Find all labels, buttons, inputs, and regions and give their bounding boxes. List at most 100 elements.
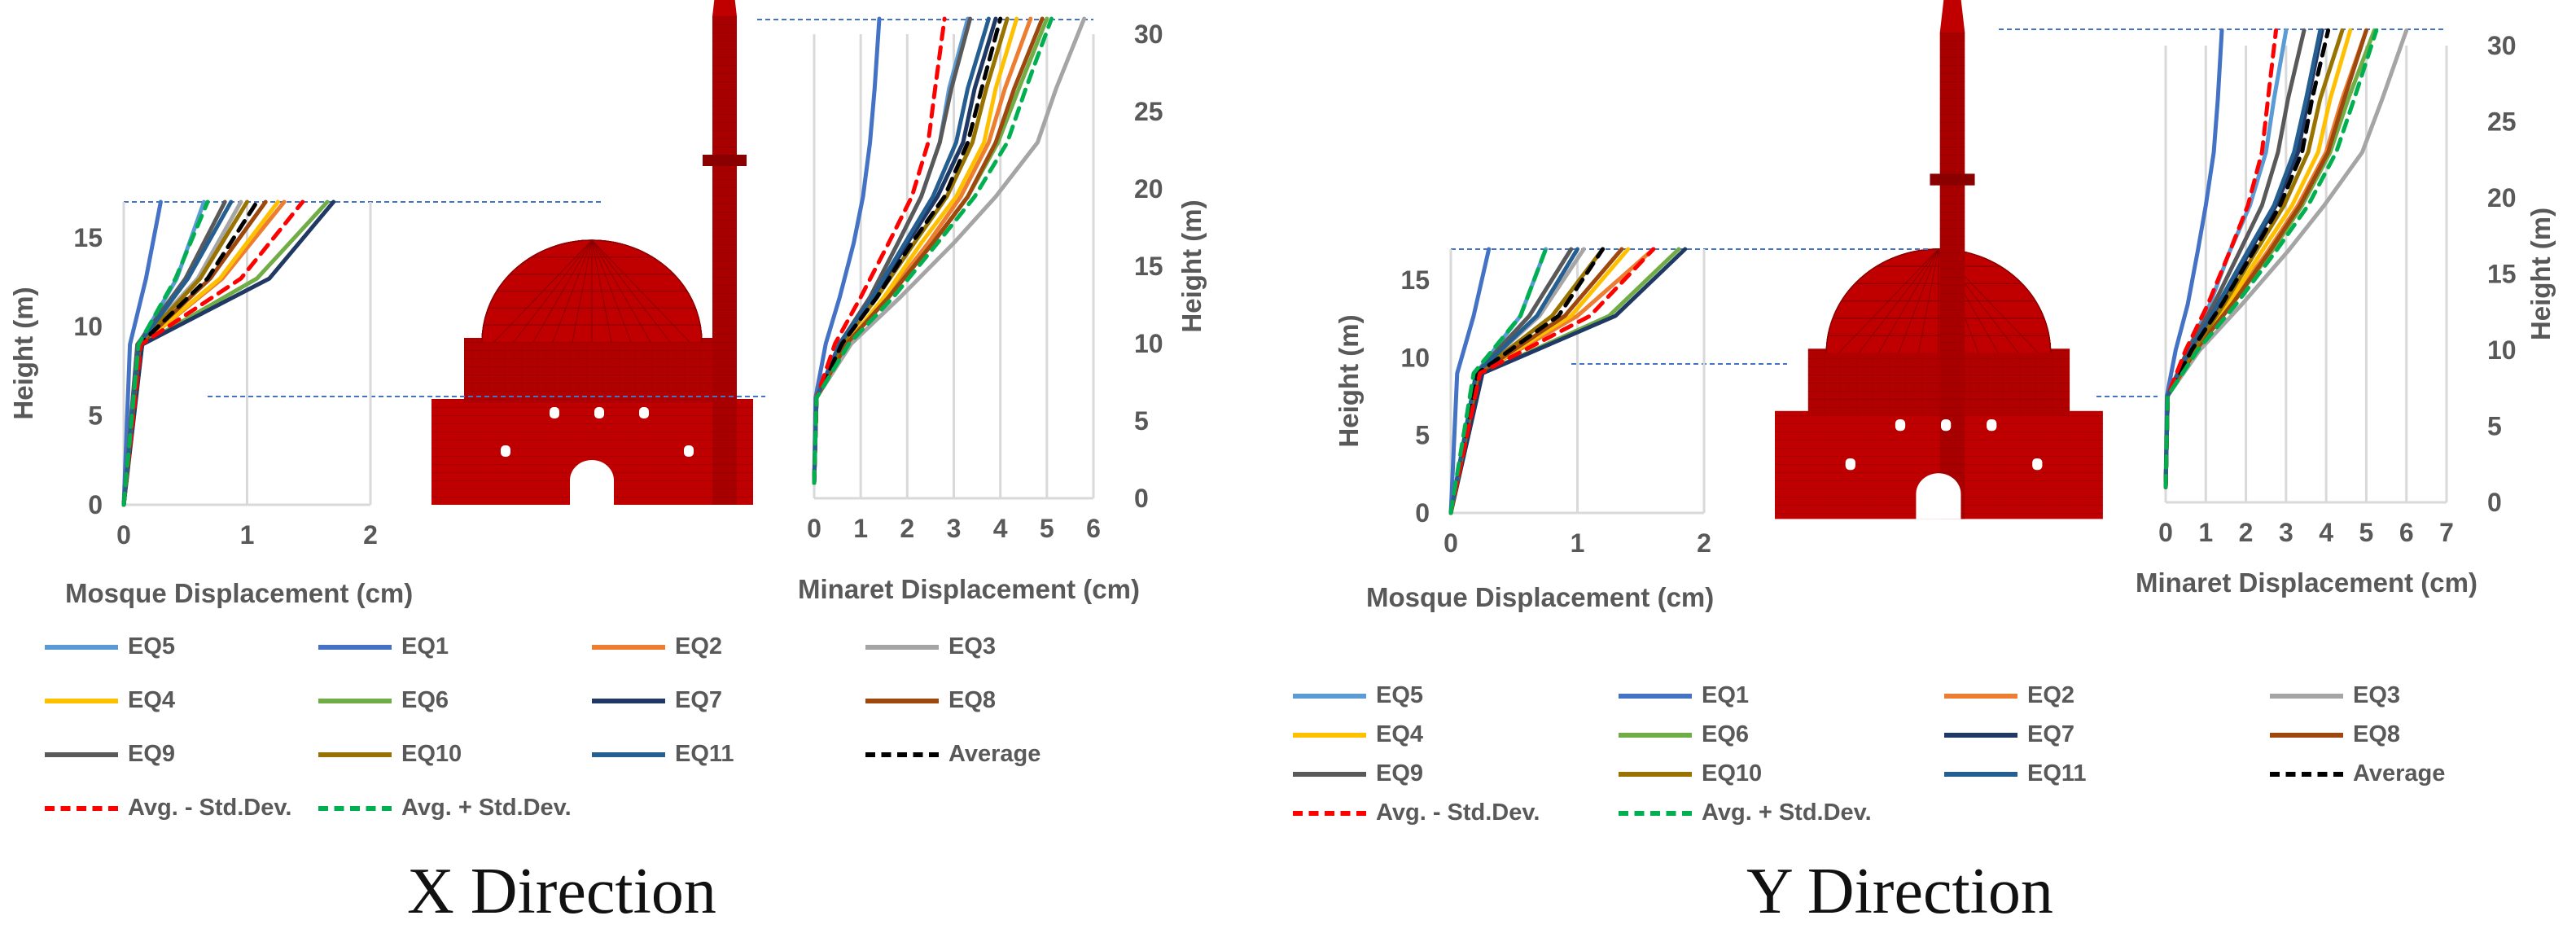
series-line-eq3 <box>1448 247 1586 515</box>
series-line-avg-std-dev- <box>2163 28 2278 489</box>
legend-swatch <box>865 698 939 703</box>
legend-swatch <box>45 644 118 650</box>
series-line-eq8 <box>812 16 1045 485</box>
series-line-eq11 <box>812 16 991 485</box>
series-line-avg-std-dev- <box>812 16 947 485</box>
model-window <box>550 407 559 418</box>
legend-swatch <box>1293 771 1366 777</box>
legend-swatch <box>1944 732 2017 738</box>
legend-swatch <box>318 698 392 703</box>
model-window <box>594 407 604 418</box>
caption-x-direction: X Direction <box>407 856 716 927</box>
y-tick-label: 25 <box>2487 107 2517 137</box>
legend-item: Average <box>865 741 1040 768</box>
model-window <box>1845 458 1855 471</box>
legend-item: Average <box>2270 760 2445 787</box>
legend-label: EQ11 <box>2027 760 2087 786</box>
model-door-arch <box>1916 473 1961 519</box>
series-line-eq10 <box>812 16 1010 485</box>
model-drum-mesh <box>464 338 721 403</box>
series-line-avg-std-dev- <box>812 16 1054 485</box>
x-axis-title: Mosque Displacement (cm) <box>1366 582 1714 612</box>
model-dome-rib <box>591 239 612 343</box>
series-line-eq1 <box>2163 28 2224 489</box>
x-tick-label: 0 <box>1444 528 1458 558</box>
legend-item: EQ8 <box>865 687 996 714</box>
legend-item: EQ4 <box>45 687 175 714</box>
chart-x-mosque: 0 1 2 0 5 10 15 Mosque Displacement (cm) Height … <box>8 199 413 608</box>
series-line-eq1 <box>1448 247 1492 515</box>
x-tick-label: 0 <box>807 514 821 543</box>
model-dome-rib <box>591 239 671 343</box>
model-dome-rib <box>591 239 632 343</box>
y-tick-label: 15 <box>1134 252 1163 281</box>
legend-label: Average <box>2353 760 2446 786</box>
y-axis-title: Height (m) <box>1176 199 1207 332</box>
legend-swatch <box>1293 693 1366 699</box>
chart-x-minaret: 0 1 2 3 4 5 6 0 5 10 15 20 25 30 Minaret Displacement … <box>798 16 1207 604</box>
legend-y-direction: EQ5 EQ1 EQ2 EQ3 EQ4 EQ6 EQ7 EQ8 EQ9 EQ10 EQ11 Avera… <box>1293 682 2576 847</box>
x-tick-label: 2 <box>1697 528 1711 558</box>
x-tick-label: 3 <box>2279 518 2293 547</box>
legend-label: EQ9 <box>1376 760 1424 786</box>
legend-swatch <box>1944 693 2017 699</box>
legend-item: EQ6 <box>318 687 449 714</box>
model-minaret-balcony <box>1930 173 1975 186</box>
model-dome-rib <box>1898 248 1939 353</box>
x-tick-label: 3 <box>947 514 962 543</box>
series-line-eq2 <box>812 16 1033 485</box>
legend-swatch <box>592 644 665 650</box>
legend-item: EQ6 <box>1619 721 1749 748</box>
y-tick-label: 5 <box>1415 421 1430 450</box>
legend-item: EQ3 <box>2270 682 2400 709</box>
y-tick-label: 0 <box>1415 498 1430 528</box>
legend-item: EQ7 <box>592 687 722 714</box>
legend-swatch <box>1619 732 1692 738</box>
model-dome-rib <box>1878 248 1939 353</box>
y-tick-label: 20 <box>1134 174 1163 204</box>
legend-item: EQ3 <box>865 633 996 660</box>
series-line-average <box>121 199 260 507</box>
x-tick-label: 4 <box>993 514 1008 543</box>
legend-label: Avg. - Std.Dev. <box>1376 800 1540 826</box>
series-line-avg-std-dev- <box>1448 247 1549 515</box>
legend-label: EQ10 <box>401 741 462 767</box>
y-tick-label: 0 <box>1134 484 1149 513</box>
model-dome-rib <box>572 239 593 343</box>
mosque-model-y-illustration <box>1775 0 2103 519</box>
legend-label: EQ9 <box>128 741 176 767</box>
y-tick-label: 0 <box>88 490 103 519</box>
legend-label: EQ4 <box>1376 721 1424 747</box>
mosque-model-x-illustration <box>432 0 753 505</box>
legend-label: EQ1 <box>1702 682 1750 708</box>
legend-label: EQ7 <box>2027 721 2075 747</box>
y-axis-title: Height (m) <box>2526 208 2556 340</box>
legend-label: EQ3 <box>948 633 997 659</box>
y-axis-title: Height (m) <box>1334 314 1364 447</box>
model-window <box>501 445 510 457</box>
series-line-eq1 <box>812 16 882 485</box>
legend-item: EQ8 <box>2270 721 2400 748</box>
model-dome-rib <box>552 239 593 343</box>
legend-item: Avg. + Std.Dev. <box>318 795 572 822</box>
model-dome-rib <box>591 239 690 343</box>
x-tick-label: 1 <box>853 514 868 543</box>
legend-swatch <box>1619 693 1692 699</box>
legend-label: Avg. + Std.Dev. <box>1702 800 1872 826</box>
x-tick-label: 1 <box>1571 528 1585 558</box>
model-window <box>1895 419 1906 432</box>
legend-label: EQ3 <box>2353 682 2401 708</box>
legend-label: EQ1 <box>401 633 449 659</box>
model-dome-rib <box>493 239 593 343</box>
legend-item: EQ9 <box>45 741 175 768</box>
legend-item: EQ11 <box>592 741 734 768</box>
model-minaret-balcony <box>703 155 747 166</box>
model-window <box>2032 458 2043 471</box>
model-window <box>1987 419 1997 432</box>
x-tick-label: 5 <box>2359 518 2374 547</box>
legend-label: Avg. - Std.Dev. <box>128 795 292 821</box>
legend-swatch <box>318 644 392 650</box>
